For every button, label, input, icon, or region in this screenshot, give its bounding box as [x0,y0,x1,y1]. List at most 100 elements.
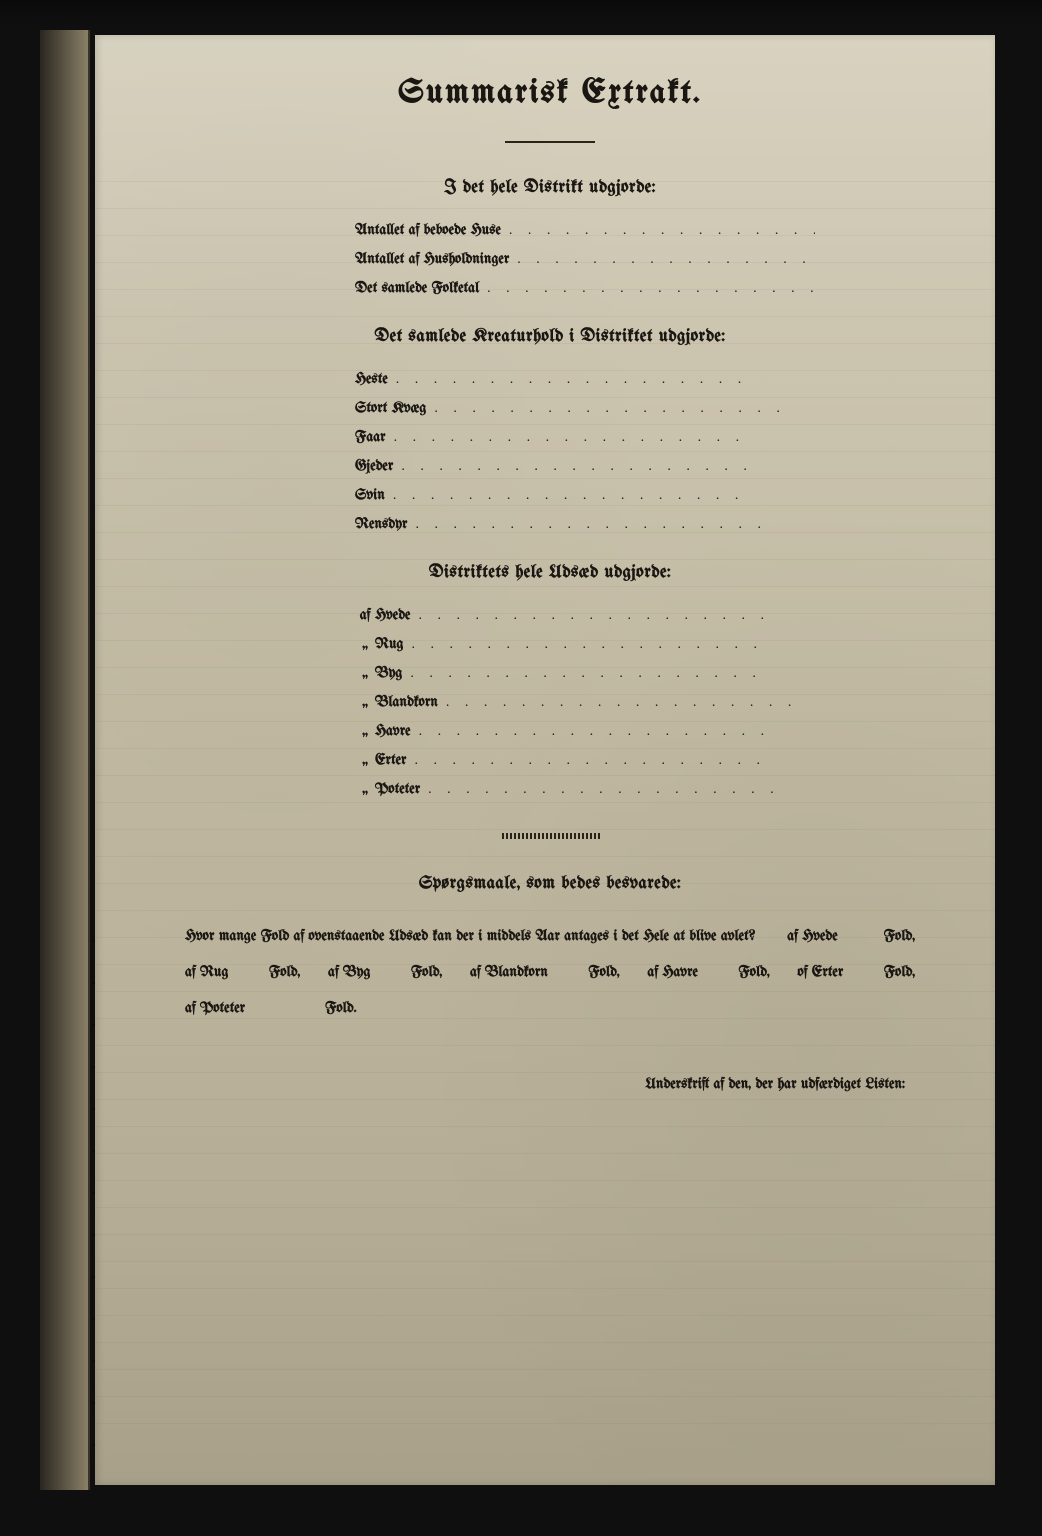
dot-leader: . . . . . . . . . . . . . . . . . . . [434,401,815,417]
item-row: Rensdyr . . . . . . . . . . . . . . . . … [355,516,815,533]
dot-leader: . . . . . . . . . . . . . . . . . . . [396,372,815,388]
scan-background: Summarisk Extrakt. I det hele Distrikt u… [0,0,1042,1536]
dot-leader: . . . . . . . . . . . . . . . . . . . [418,608,815,624]
blank-gap [548,954,589,990]
signature-prompt: Underskrift af den, der har udfærdiget L… [165,1076,905,1092]
dot-leader: . . . . . . . . . . . . . . . . . . . [517,252,815,268]
section1-heading: I det hele Distrikt udgjorde: [165,178,935,197]
question-line-3: af Poteter Fold. [185,990,915,1026]
section2-heading: Det samlede Kreaturhold i Distriktet udg… [165,327,935,346]
item-label: Erter [375,752,415,768]
item-label: Havre [375,723,419,739]
item-row: Antallet af Husholdninger . . . . . . . … [355,251,815,268]
unit-label: Fold, [411,954,442,990]
item-label: Rensdyr [355,516,415,532]
item-label: Faar [355,429,394,445]
crop-label: af Blandkorn [470,954,548,990]
unit-label: Fold, [269,954,300,990]
blank-gap [245,990,325,1026]
unit-label: Fold, [884,954,915,990]
dot-leader: . . . . . . . . . . . . . . . . . . . [393,488,815,504]
blank-gap [698,954,739,990]
item-row: „ Byg . . . . . . . . . . . . . . . . . … [355,665,815,682]
unit-label: Fold, [884,918,915,954]
item-row: af Hvede . . . . . . . . . . . . . . . .… [355,607,815,624]
section4-heading: Spørgsmaale, som bedes besvarede: [165,874,935,893]
blank-gap [620,954,648,990]
item-row: „ Blandkorn . . . . . . . . . . . . . . … [355,694,815,711]
item-row: Svin . . . . . . . . . . . . . . . . . .… [355,487,815,504]
crop-label: af Byg [328,954,370,990]
crop-label: af Havre [647,954,698,990]
blank-gap [228,954,269,990]
crop-label: af Hvede [787,918,837,954]
item-label: Antallet af Husholdninger [355,251,517,267]
blank-gap [843,954,884,990]
item-row: Stort Kvæg . . . . . . . . . . . . . . .… [355,400,815,417]
blank-gap [838,918,884,954]
item-row: Det samlede Folketal . . . . . . . . . .… [355,280,815,297]
item-row: Antallet af beboede Huse . . . . . . . .… [355,222,815,239]
item-row: Heste . . . . . . . . . . . . . . . . . … [355,371,815,388]
item-label: Blandkorn [375,694,446,710]
unit-label: Fold, [738,954,769,990]
crop-label: of Erter [798,954,844,990]
ditto-mark: „ [355,665,375,681]
blank-gap [370,954,411,990]
blank-gap [442,954,470,990]
item-row: Gjeder . . . . . . . . . . . . . . . . .… [355,458,815,475]
item-label: Antallet af beboede Huse [355,222,509,238]
section3-heading: Distriktets hele Udsæd udgjorde: [165,563,935,582]
document-title: Summarisk Extrakt. [165,75,935,111]
dot-leader: . . . . . . . . . . . . . . . . . . . [394,430,815,446]
item-label: Stort Kvæg [355,400,434,416]
dot-leader: . . . . . . . . . . . . . . . . . . . [509,223,815,239]
item-label: Byg [375,665,410,681]
section1-items: Antallet af beboede Huse . . . . . . . .… [355,222,815,297]
ditto-mark: „ [355,694,375,710]
document-page: Summarisk Extrakt. I det hele Distrikt u… [95,35,995,1485]
item-row: „ Rug . . . . . . . . . . . . . . . . . … [355,636,815,653]
dot-leader: . . . . . . . . . . . . . . . . . . . [419,724,815,740]
book-binding [40,30,90,1490]
prefix: af [355,607,375,623]
blank-gap [770,954,798,990]
question-block: Hvor mange Fold af ovenstaaende Udsæd ka… [185,918,915,1026]
dot-leader: . . . . . . . . . . . . . . . . . . . [446,695,815,711]
item-label: Poteter [375,781,428,797]
item-row: „ Havre . . . . . . . . . . . . . . . . … [355,723,815,740]
unit-label: Fold, [588,954,619,990]
crop-label: af Rug [185,954,228,990]
dot-leader: . . . . . . . . . . . . . . . . . . . [487,281,815,297]
ditto-mark: „ [355,636,375,652]
question-line-2: af Rug Fold, af Byg Fold, af Blandkorn F… [185,954,915,990]
faint-ruled-lines [95,155,995,1445]
item-label: Rug [375,636,411,652]
item-row: Faar . . . . . . . . . . . . . . . . . .… [355,429,815,446]
item-label: Svin [355,487,393,503]
ditto-mark: „ [355,781,375,797]
section3-items: af Hvede . . . . . . . . . . . . . . . .… [355,607,815,798]
item-label: Gjeder [355,458,401,474]
dot-leader: . . . . . . . . . . . . . . . . . . . [428,782,815,798]
unit-label: Fold. [325,990,356,1026]
item-label: Det samlede Folketal [355,280,487,296]
item-label: Hvede [375,607,418,623]
crop-label: af Poteter [185,990,245,1026]
wavy-divider [500,833,600,839]
blank-gap [300,954,328,990]
question-intro: Hvor mange Fold af ovenstaaende Udsæd ka… [185,918,756,954]
dot-leader: . . . . . . . . . . . . . . . . . . . [415,517,815,533]
item-label: Heste [355,371,396,387]
section2-items: Heste . . . . . . . . . . . . . . . . . … [355,371,815,533]
dot-leader: . . . . . . . . . . . . . . . . . . . [415,753,816,769]
blank-gap [756,918,788,954]
scan-edge-damage [0,0,1042,28]
title-rule [505,141,595,143]
dot-leader: . . . . . . . . . . . . . . . . . . . [410,666,815,682]
dot-leader: . . . . . . . . . . . . . . . . . . . [401,459,815,475]
dot-leader: . . . . . . . . . . . . . . . . . . . [411,637,815,653]
question-line-1: Hvor mange Fold af ovenstaaende Udsæd ka… [185,918,915,954]
ditto-mark: „ [355,723,375,739]
ditto-mark: „ [355,752,375,768]
